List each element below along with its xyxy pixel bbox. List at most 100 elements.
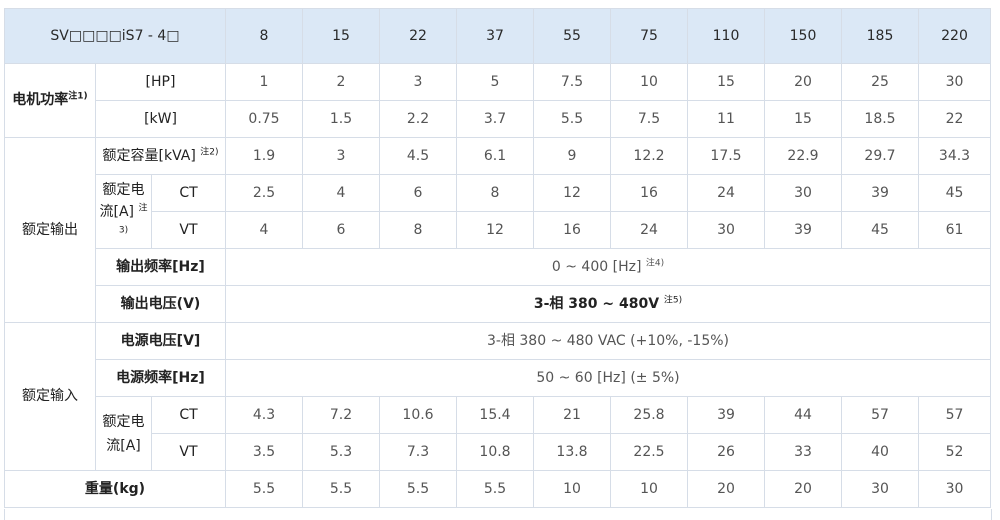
output-vt-row: VT 4 6 8 12 16 24 30 39 45 61 (5, 211, 991, 249)
output-frequency-text: 0 ~ 400 [Hz] (551, 258, 642, 275)
input-ct-value: 7.2 (302, 396, 380, 434)
hp-value: 1 (225, 63, 303, 101)
input-ct-value: 10.6 (379, 396, 457, 434)
table-bottom-edge (4, 509, 992, 520)
output-ct-value: 39 (841, 174, 919, 212)
output-vt-value: 39 (764, 211, 842, 249)
input-ct-value: 39 (687, 396, 765, 434)
output-voltage-row: 输出电压(V) 3-相 380 ~ 480V 注5) (5, 285, 991, 323)
capacity-value: 22.9 (764, 137, 842, 175)
input-vt-value: 13.8 (533, 433, 611, 471)
weight-label: 重量(kg) (4, 470, 226, 508)
output-ct-value: 24 (687, 174, 765, 212)
weight-row: 重量(kg) 5.5 5.5 5.5 5.5 10 10 20 20 30 30 (4, 470, 991, 508)
weight-value: 5.5 (225, 470, 303, 508)
motor-hp-row: 电机功率注1) [HP] 1 2 3 5 7.5 10 15 20 25 30 (4, 63, 991, 138)
output-frequency-row: 输出频率[Hz] 0 ~ 400 [Hz] 注4) (5, 248, 991, 286)
kw-value: 2.2 (379, 100, 457, 138)
capacity-header: 110 (687, 8, 765, 64)
spec-table: SV□□□□iS7 - 4□ 8 15 22 37 55 75 110 150 … (4, 8, 991, 508)
weight-value: 5.5 (379, 470, 457, 508)
input-frequency-label: 电源频率[Hz] (95, 359, 226, 397)
input-vt-value: 22.5 (610, 433, 688, 471)
kw-value: 11 (687, 100, 765, 138)
capacity-header: 220 (918, 8, 991, 64)
output-vt-value: 16 (533, 211, 611, 249)
input-voltage-row: 额定输入 电源电压[V] 3-相 380 ~ 480 VAC (+10%, -1… (4, 322, 991, 471)
capacity-value: 34.3 (918, 137, 991, 175)
input-vt-label: VT (151, 433, 226, 471)
input-vt-value: 7.3 (379, 433, 457, 471)
vt-label: VT (151, 211, 226, 249)
header-row: SV□□□□iS7 - 4□ 8 15 22 37 55 75 110 150 … (4, 8, 991, 64)
rated-capacity-text: 额定容量[kVA] (102, 147, 196, 164)
hp-value: 7.5 (533, 63, 611, 101)
output-current-note2: 3) (118, 224, 129, 235)
input-vt-value: 52 (918, 433, 991, 471)
kw-value: 15 (764, 100, 842, 138)
output-ct-row: 额定电 流[A] 注 3) CT 2.5 4 6 8 12 16 24 30 3… (5, 174, 991, 249)
weight-value: 10 (610, 470, 688, 508)
input-ct-value: 25.8 (610, 396, 688, 434)
weight-value: 20 (687, 470, 765, 508)
kw-value: 0.75 (225, 100, 303, 138)
input-vt-value: 3.5 (225, 433, 303, 471)
capacity-value: 9 (533, 137, 611, 175)
kw-value: 22 (918, 100, 991, 138)
motor-power-note: 注1) (68, 91, 88, 102)
capacity-value: 3 (302, 137, 380, 175)
input-current-label: 额定电 流[A] (95, 396, 152, 471)
output-current-note: 注 (138, 202, 148, 213)
capacity-header: 75 (610, 8, 688, 64)
output-voltage-label: 输出电压(V) (95, 285, 226, 323)
output-ct-value: 4 (302, 174, 380, 212)
input-current-line2: 流[A] (106, 437, 141, 454)
input-vt-value: 40 (841, 433, 919, 471)
rated-capacity-note: 注2) (200, 146, 219, 157)
output-frequency-note: 注4) (645, 257, 665, 268)
input-ct-row: 额定电 流[A] CT 4.3 7.2 10.6 15.4 21 25.8 39… (5, 396, 991, 471)
input-voltage-label: 电源电压[V] (95, 322, 226, 360)
capacity-value: 29.7 (841, 137, 919, 175)
weight-value: 30 (918, 470, 991, 508)
output-current-line1: 额定电 (102, 181, 145, 198)
output-vt-value: 24 (610, 211, 688, 249)
weight-value: 20 (764, 470, 842, 508)
output-vt-value: 45 (841, 211, 919, 249)
capacity-header: 8 (225, 8, 303, 64)
rated-input-label: 额定输入 (4, 322, 96, 471)
input-ct-value: 15.4 (456, 396, 534, 434)
output-ct-value: 12 (533, 174, 611, 212)
capacity-header: 22 (379, 8, 457, 64)
weight-value: 5.5 (456, 470, 534, 508)
input-vt-row: VT 3.5 5.3 7.3 10.8 13.8 22.5 26 33 40 5… (5, 433, 991, 471)
hp-value: 5 (456, 63, 534, 101)
input-frequency-row: 电源频率[Hz] 50 ~ 60 [Hz] (± 5%) (5, 359, 991, 397)
motor-power-label: 电机功率注1) (4, 63, 96, 138)
output-ct-value: 2.5 (225, 174, 303, 212)
capacity-header: 37 (456, 8, 534, 64)
input-vt-value: 33 (764, 433, 842, 471)
output-voltage-text: 3-相 380 ~ 480V (533, 295, 660, 312)
capacity-value: 1.9 (225, 137, 303, 175)
input-ct-value: 57 (841, 396, 919, 434)
input-frequency-value: 50 ~ 60 [Hz] (± 5%) (225, 359, 991, 397)
input-ct-value: 21 (533, 396, 611, 434)
ct-label: CT (151, 174, 226, 212)
input-ct-label: CT (151, 396, 226, 434)
output-vt-value: 4 (225, 211, 303, 249)
input-ct-value: 57 (918, 396, 991, 434)
input-ct-value: 4.3 (225, 396, 303, 434)
output-ct-value: 45 (918, 174, 991, 212)
kw-value: 5.5 (533, 100, 611, 138)
weight-value: 5.5 (302, 470, 380, 508)
output-vt-value: 30 (687, 211, 765, 249)
capacity-header: 185 (841, 8, 919, 64)
capacity-header: 150 (764, 8, 842, 64)
hp-value: 25 (841, 63, 919, 101)
output-ct-value: 30 (764, 174, 842, 212)
rated-capacity-label: 额定容量[kVA] 注2) (95, 137, 226, 175)
output-ct-value: 6 (379, 174, 457, 212)
capacity-value: 4.5 (379, 137, 457, 175)
capacity-header: 55 (533, 8, 611, 64)
